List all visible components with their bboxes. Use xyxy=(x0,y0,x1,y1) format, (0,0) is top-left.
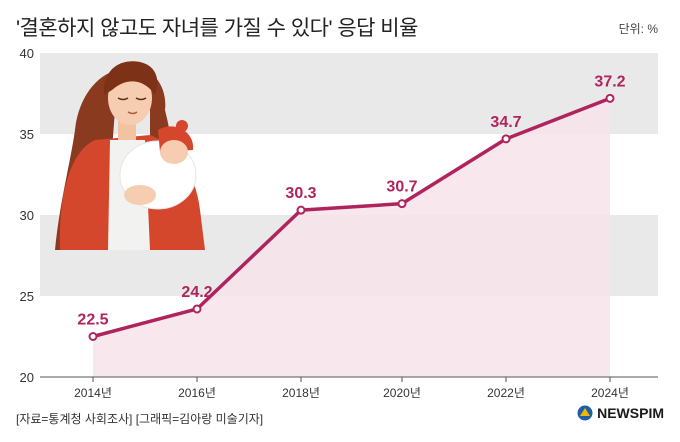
x-tick-label: 2016년 xyxy=(178,386,216,400)
y-axis-ticks: 20 25 30 35 40 xyxy=(20,46,34,385)
x-tick-label: 2024년 xyxy=(591,386,629,400)
x-tick-label: 2014년 xyxy=(74,386,112,400)
data-label: 22.5 xyxy=(77,312,108,329)
y-tick-40: 40 xyxy=(20,46,34,61)
data-labels: 22.5 24.2 30.3 30.7 34.7 37.2 xyxy=(77,73,625,328)
logo-mark-icon xyxy=(577,405,593,421)
y-tick-30: 30 xyxy=(20,208,34,223)
hair-top xyxy=(103,61,158,95)
newspim-logo: NEWSPIM xyxy=(577,405,664,421)
data-point xyxy=(605,93,615,103)
mother-mouth xyxy=(127,111,138,115)
y-tick-20: 20 xyxy=(20,370,34,385)
data-point xyxy=(501,134,511,144)
mother-baby-illustration xyxy=(55,61,205,250)
baby-face xyxy=(160,140,188,164)
y-tick-35: 35 xyxy=(20,127,34,142)
source-note: [자료=통계청 사회조사] [그래픽=김아랑 미술기자] xyxy=(16,412,264,426)
data-points xyxy=(88,93,615,341)
data-label: 30.3 xyxy=(285,185,316,202)
data-label: 37.2 xyxy=(594,73,625,90)
area-fill xyxy=(93,98,610,378)
data-label: 24.2 xyxy=(181,284,212,301)
data-point xyxy=(296,205,306,215)
x-tick-label: 2020년 xyxy=(383,386,421,400)
x-axis: 2014년 2016년 2018년 2020년 2022년 2024년 xyxy=(40,376,658,400)
x-tick-label: 2018년 xyxy=(282,386,320,400)
logo-text: NEWSPIM xyxy=(597,405,664,421)
chart-title: '결혼하지 않고도 자녀를 가질 수 있다' 응답 비율 xyxy=(16,17,418,40)
y-tick-25: 25 xyxy=(20,289,34,304)
data-point xyxy=(88,332,98,341)
mother-hand xyxy=(124,185,156,205)
data-label: 30.7 xyxy=(386,179,417,196)
data-point xyxy=(397,199,407,209)
unit-label: 단위: % xyxy=(618,22,658,36)
series-line xyxy=(91,96,612,339)
baby-hat-pom xyxy=(176,120,188,132)
mother-eye-right xyxy=(135,97,147,101)
series-line-path xyxy=(91,96,612,339)
x-tick-label: 2022년 xyxy=(487,386,525,400)
mother-eye-left xyxy=(117,97,129,101)
data-point xyxy=(192,304,202,314)
series-area xyxy=(93,98,610,378)
data-label: 34.7 xyxy=(490,114,521,131)
